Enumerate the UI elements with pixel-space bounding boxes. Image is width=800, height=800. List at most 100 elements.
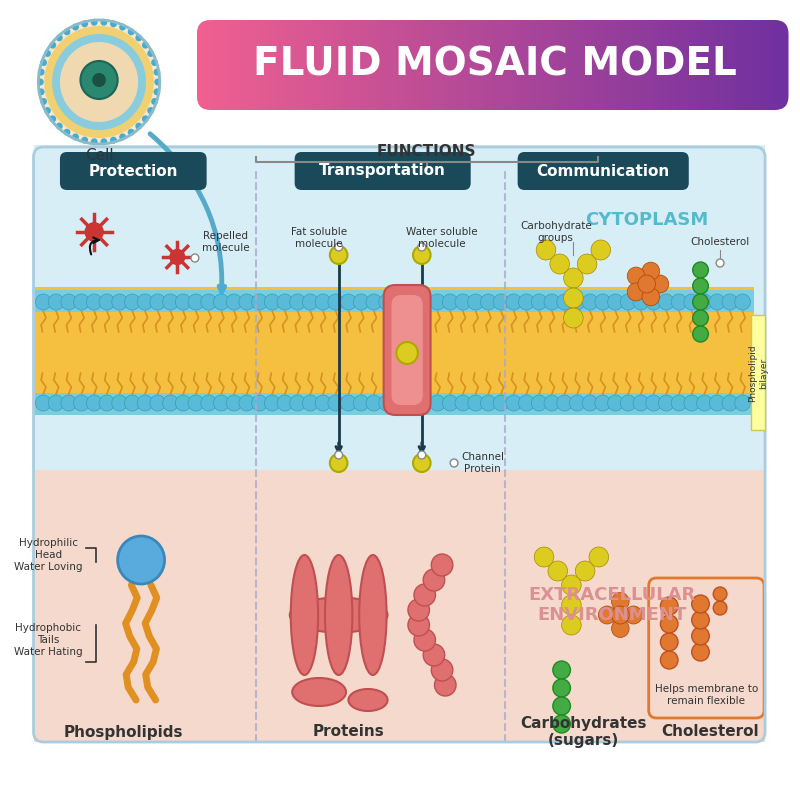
Circle shape [92, 73, 106, 87]
Circle shape [658, 294, 674, 310]
FancyBboxPatch shape [391, 295, 422, 405]
Circle shape [506, 294, 522, 310]
Circle shape [611, 593, 629, 610]
Circle shape [442, 294, 458, 310]
Circle shape [589, 547, 609, 567]
Circle shape [137, 395, 153, 411]
Circle shape [90, 138, 98, 146]
Circle shape [188, 294, 204, 310]
Circle shape [553, 661, 570, 679]
Circle shape [620, 294, 636, 310]
Ellipse shape [325, 555, 352, 675]
Circle shape [81, 61, 118, 99]
Circle shape [646, 395, 662, 411]
Circle shape [175, 294, 191, 310]
Circle shape [430, 294, 446, 310]
Circle shape [550, 254, 570, 274]
Circle shape [264, 294, 280, 310]
Circle shape [671, 294, 687, 310]
FancyBboxPatch shape [518, 152, 689, 190]
Circle shape [38, 20, 160, 144]
Circle shape [413, 246, 430, 264]
Circle shape [354, 395, 369, 411]
Text: EXTRACELLULAR
ENVIRONMENT: EXTRACELLULAR ENVIRONMENT [529, 586, 696, 624]
Ellipse shape [290, 598, 387, 633]
Text: FLUID MOSAIC MODEL: FLUID MOSAIC MODEL [253, 45, 737, 83]
Circle shape [50, 115, 56, 122]
Text: Transportation: Transportation [319, 163, 446, 178]
Bar [35, 287, 754, 412]
Circle shape [201, 294, 217, 310]
Circle shape [423, 569, 445, 591]
Circle shape [671, 395, 687, 411]
Circle shape [277, 395, 293, 411]
Circle shape [608, 294, 623, 310]
Circle shape [328, 395, 343, 411]
Circle shape [391, 395, 407, 411]
Circle shape [692, 595, 710, 613]
Circle shape [330, 246, 347, 264]
Text: Carbohydrates
(sugars): Carbohydrates (sugars) [520, 716, 646, 748]
Text: Protection: Protection [89, 163, 178, 178]
Circle shape [633, 294, 649, 310]
Circle shape [455, 294, 470, 310]
Circle shape [151, 98, 158, 105]
Circle shape [135, 122, 142, 130]
Circle shape [553, 679, 570, 697]
Circle shape [50, 42, 56, 49]
Ellipse shape [349, 689, 387, 711]
Circle shape [366, 395, 382, 411]
Circle shape [277, 294, 293, 310]
Circle shape [252, 294, 267, 310]
Circle shape [119, 134, 126, 141]
Circle shape [563, 288, 583, 308]
Circle shape [175, 395, 191, 411]
Circle shape [90, 18, 98, 26]
Ellipse shape [290, 555, 318, 675]
Ellipse shape [292, 678, 346, 706]
Circle shape [252, 395, 267, 411]
Circle shape [431, 554, 453, 576]
Circle shape [734, 395, 750, 411]
Bar [751, 315, 765, 430]
Circle shape [563, 268, 583, 288]
Circle shape [518, 294, 534, 310]
Bar [35, 393, 754, 415]
Circle shape [48, 294, 64, 310]
Circle shape [147, 107, 154, 114]
Circle shape [534, 547, 554, 567]
Circle shape [642, 288, 660, 306]
Circle shape [570, 294, 585, 310]
Circle shape [142, 42, 149, 49]
Circle shape [557, 294, 572, 310]
Text: Phospholipid
bilayer: Phospholipid bilayer [749, 344, 768, 402]
Circle shape [44, 107, 51, 114]
Circle shape [598, 606, 616, 624]
Circle shape [396, 342, 418, 364]
Circle shape [722, 294, 738, 310]
Circle shape [553, 697, 570, 715]
Circle shape [544, 294, 560, 310]
Circle shape [481, 395, 496, 411]
Circle shape [99, 294, 114, 310]
Circle shape [72, 23, 79, 30]
Circle shape [408, 599, 430, 621]
Circle shape [290, 294, 306, 310]
Text: Repelled
molecule: Repelled molecule [202, 231, 250, 253]
Circle shape [147, 50, 154, 57]
Circle shape [442, 395, 458, 411]
FancyBboxPatch shape [294, 152, 470, 190]
Circle shape [378, 395, 394, 411]
Circle shape [608, 395, 623, 411]
Circle shape [661, 615, 678, 633]
Circle shape [125, 395, 140, 411]
Text: Channel
Protein: Channel Protein [461, 452, 504, 474]
Circle shape [562, 615, 581, 635]
Circle shape [61, 395, 77, 411]
Circle shape [468, 294, 483, 310]
Circle shape [434, 674, 456, 696]
Circle shape [154, 88, 160, 95]
Circle shape [646, 294, 662, 310]
Circle shape [125, 294, 140, 310]
Circle shape [684, 294, 699, 310]
